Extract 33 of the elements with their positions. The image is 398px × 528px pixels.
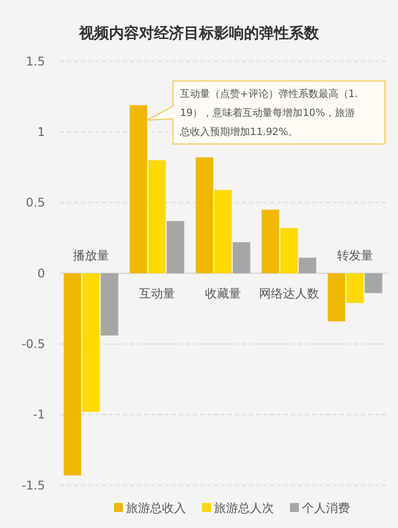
chart-title: 视频内容对经济目标影响的弹性系数 — [78, 24, 320, 42]
bar — [346, 273, 364, 303]
y-tick-label: 0 — [37, 266, 45, 280]
x-tick-label: 互动量 — [139, 286, 175, 300]
bar — [100, 273, 118, 336]
bar — [232, 242, 250, 274]
bar — [262, 210, 280, 274]
y-tick-label: 1 — [37, 124, 45, 139]
bar — [82, 273, 100, 412]
x-tick-label: 收藏量 — [205, 286, 241, 300]
bar — [364, 273, 382, 294]
legend-label: 旅游总人次 — [214, 501, 274, 515]
legend-label: 个人消费 — [302, 501, 350, 515]
annotation: 互动量（点赞+评论）弹性系数最高（1.19），意味着互动量每增加10%，旅游总收入预期增加11.92%。 — [179, 88, 358, 138]
y-tick-label: 0.5 — [26, 196, 45, 210]
bar — [64, 273, 82, 476]
y-tick-label: -0.5 — [22, 336, 45, 351]
x-tick-label: 转发量 — [337, 248, 373, 262]
bar — [280, 228, 298, 274]
bar — [328, 273, 346, 322]
y-tick-label: -1 — [33, 408, 45, 422]
bar — [166, 221, 184, 274]
callout: 互动量（点赞+评论）弹性系数最高（1.19），意味着互动量每增加10%，旅游总收入预期增加11.92%。 — [146, 80, 386, 144]
bar — [148, 160, 166, 274]
y-tick-label: 1.5 — [26, 54, 45, 68]
bar — [130, 105, 148, 274]
legend-label: 旅游总收入 — [126, 501, 186, 515]
x-tick-label: 播放量 — [73, 248, 109, 262]
bar — [298, 258, 316, 274]
x-tick-label: 网络达人数 — [259, 286, 319, 300]
y-tick-label: -1.5 — [22, 478, 45, 492]
bar — [196, 157, 214, 274]
bar — [214, 190, 232, 274]
